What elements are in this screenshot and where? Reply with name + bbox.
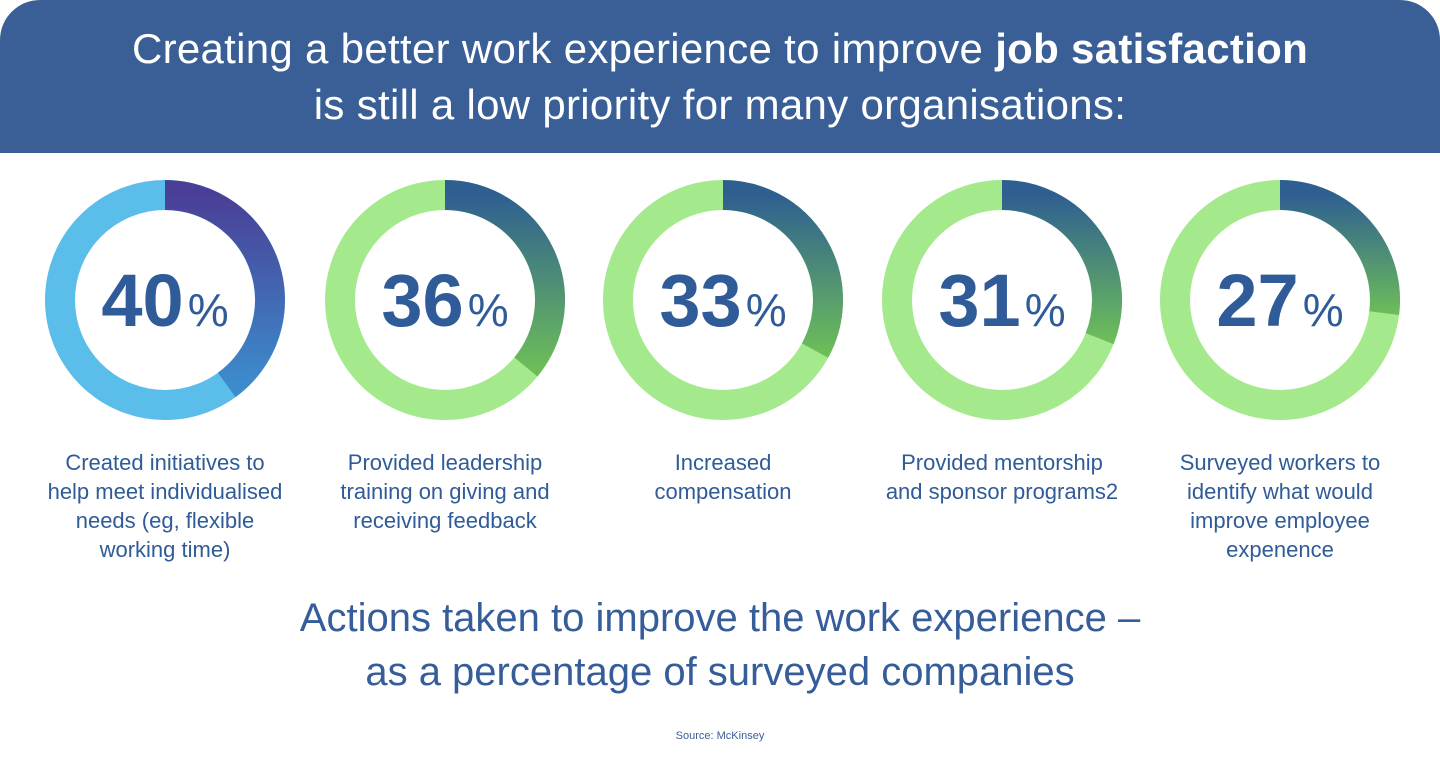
donut-label-line: and sponsor programs2	[885, 479, 1119, 504]
donut-label-line: needs (eg, flexible	[75, 508, 255, 533]
donut-label-line: expenence	[1226, 537, 1334, 562]
chart-title-line-1: Actions taken to improve the work experi…	[299, 596, 1141, 640]
donut-label-line: help meet individualised	[47, 479, 283, 504]
donut-value-1: 40%	[101, 259, 228, 342]
headline-line-2: is still a low priority for many organis…	[313, 81, 1127, 128]
headline-line-1: Creating a better work experience to imp…	[0, 24, 1440, 74]
donut-chart-2: 36%	[325, 180, 565, 420]
source-note: Source: McKinsey	[675, 730, 765, 742]
donut-label-5: Surveyed workers to identify what would im…	[1140, 448, 1420, 564]
donut-value-4: 31%	[938, 259, 1065, 342]
donut-arc-1	[164, 180, 285, 398]
donut-arc-2	[444, 180, 565, 377]
donut-item-5: 27% Surveyed workers to identify what wou…	[1140, 180, 1420, 562]
donut-arc-4	[1001, 180, 1122, 345]
donut-label-line: identify what would	[1187, 479, 1373, 504]
donut-label-line: Created initiatives to	[65, 450, 265, 475]
donut-item-4: 31% Provided mentorship and sponsor progr…	[862, 180, 1142, 504]
donut-arc-3	[722, 180, 843, 358]
donut-label-line: receiving feedback	[353, 508, 537, 533]
donut-chart-5: 27%	[1160, 180, 1400, 420]
donut-label-4: Provided mentorship and sponsor programs2	[862, 448, 1142, 506]
donut-arc-5	[1279, 180, 1400, 316]
headline-bold: job satisfaction	[995, 25, 1309, 72]
donut-label-line: working time)	[99, 537, 231, 562]
donut-item-1: 40% Created initiatives to help meet indi…	[25, 180, 305, 562]
donut-value-5: 27%	[1216, 259, 1343, 342]
donut-label-line: compensation	[654, 479, 792, 504]
chart-title-line-2: as a percentage of surveyed companies	[365, 650, 1075, 694]
donut-chart-4: 31%	[882, 180, 1122, 420]
donut-chart-3: 33%	[603, 180, 843, 420]
donut-label-line: improve employee	[1190, 508, 1370, 533]
donut-label-2: Provided leadership training on giving an…	[305, 448, 585, 535]
header-banner: Creating a better work experience to imp…	[0, 0, 1440, 153]
donut-label-line: Provided leadership	[347, 450, 543, 475]
donut-label-3: Increased compensation	[583, 448, 863, 506]
headline-prefix: Creating a better work experience to imp…	[131, 25, 996, 72]
donut-value-2: 36%	[381, 259, 508, 342]
donut-value-3: 33%	[659, 259, 786, 342]
donut-item-3: 33% Increased compensation	[583, 180, 863, 504]
donut-label-line: Increased	[674, 450, 772, 475]
donut-item-2: 36% Provided leadership training on givin…	[305, 180, 585, 533]
donut-label-line: Surveyed workers to	[1179, 450, 1381, 475]
donut-label-1: Created initiatives to help meet individu…	[25, 448, 305, 564]
donut-chart-row: 40% Created initiatives to help meet indi…	[0, 180, 1440, 580]
donut-label-line: training on giving and	[340, 479, 550, 504]
donut-label-line: Provided mentorship	[901, 450, 1103, 475]
donut-chart-1: 40%	[45, 180, 285, 420]
